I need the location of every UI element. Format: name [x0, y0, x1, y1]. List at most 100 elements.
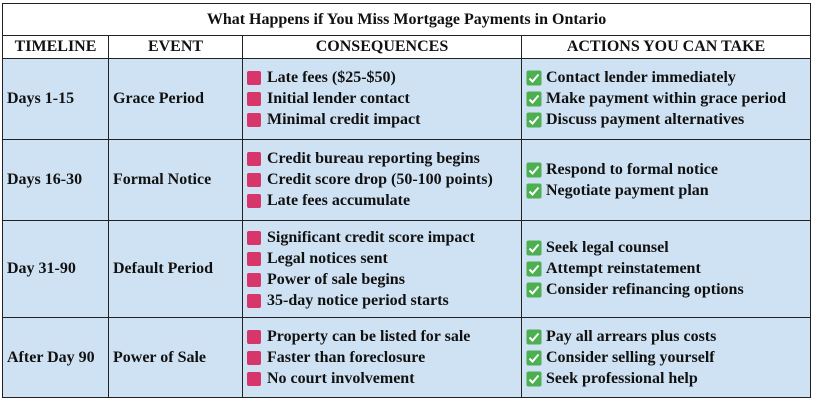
action-item: Pay all arrears plus costs: [526, 326, 806, 347]
consequence-text: No court involvement: [267, 369, 415, 387]
consequence-text: Credit score drop (50-100 points): [267, 171, 493, 188]
action-text: Consider selling yourself: [546, 348, 715, 366]
table-row: Days 16-30 Formal Notice Credit bureau rep…: [2, 139, 812, 221]
warning-icon: [247, 293, 261, 308]
action-text: Seek professional help: [546, 369, 698, 387]
consequence-item: Minimal credit impact: [247, 110, 517, 131]
action-text: Contact lender immediately: [546, 69, 736, 86]
table-row: After Day 90 Power of Sale Property can be…: [2, 317, 812, 398]
check-icon: [526, 261, 542, 277]
consequence-text: Faster than foreclosure: [267, 348, 426, 366]
action-text: Discuss payment alternatives: [546, 111, 745, 128]
warning-icon: [247, 71, 261, 85]
consequence-text: Late fees ($25-$50): [267, 69, 396, 86]
action-item: Discuss payment alternatives: [526, 110, 806, 131]
warning-icon: [247, 92, 261, 106]
action-text: Consider refinancing options: [546, 281, 744, 298]
actions-cell: Respond to formal notice Negotiate paymen…: [520, 139, 812, 221]
action-item: Seek professional help: [526, 368, 806, 389]
consequence-text: Credit bureau reporting begins: [267, 150, 480, 167]
action-text: Make payment within grace period: [546, 90, 786, 107]
check-icon: [526, 112, 542, 128]
warning-icon: [247, 152, 261, 166]
warning-icon: [247, 371, 261, 386]
actions-cell: Contact lender immediately Make payment w…: [520, 58, 812, 140]
check-icon: [526, 183, 542, 198]
event-cell: Grace Period: [108, 58, 243, 140]
check-icon: [526, 350, 542, 365]
warning-icon: [247, 113, 261, 127]
consequence-item: Credit bureau reporting begins: [247, 149, 517, 170]
consequence-item: Initial lender contact: [247, 89, 517, 110]
consequence-item: Faster than foreclosure: [247, 347, 517, 368]
consequence-text: Legal notices sent: [267, 249, 388, 267]
event-cell: Formal Notice: [108, 139, 243, 221]
consequences-cell: Property can be listed for sale Faster th…: [242, 317, 522, 398]
action-text: Attempt reinstatement: [546, 260, 701, 277]
timeline-cell: Days 16-30: [2, 139, 109, 221]
actions-cell: Seek legal counsel Attempt reinstatement C…: [520, 220, 812, 318]
consequence-item: Legal notices sent: [247, 248, 517, 269]
column-header: CONSEQUENCES: [242, 35, 522, 59]
consequence-item: Power of sale begins: [247, 269, 517, 290]
consequence-item: 35-day notice period starts: [247, 290, 517, 311]
event-cell: Power of Sale: [108, 317, 243, 398]
consequence-item: Late fees ($25-$50): [247, 68, 517, 89]
consequence-item: Credit score drop (50-100 points): [247, 170, 517, 191]
consequence-text: Late fees accumulate: [267, 192, 411, 209]
check-icon: [526, 371, 542, 386]
table-row: Days 1-15 Grace Period Late fees ($25-$50)…: [2, 58, 812, 140]
timeline-cell: After Day 90: [2, 317, 109, 398]
action-item: Make payment within grace period: [526, 89, 806, 110]
consequence-text: Significant credit score impact: [267, 228, 475, 246]
consequences-cell: Late fees ($25-$50) Initial lender contac…: [242, 58, 522, 140]
consequence-item: No court involvement: [247, 368, 517, 389]
consequence-text: 35-day notice period starts: [267, 291, 449, 309]
check-icon: [526, 282, 542, 298]
warning-icon: [247, 173, 261, 187]
column-header: EVENT: [108, 35, 243, 59]
warning-icon: [247, 251, 261, 266]
action-item: Contact lender immediately: [526, 68, 806, 89]
column-header: ACTIONS YOU CAN TAKE: [520, 35, 812, 59]
action-text: Pay all arrears plus costs: [546, 327, 717, 345]
warning-icon: [247, 230, 261, 245]
consequence-text: Property can be listed for sale: [267, 327, 471, 345]
table-title: What Happens if You Miss Mortgage Paymen…: [1, 3, 812, 36]
consequence-item: Significant credit score impact: [247, 227, 517, 248]
check-icon: [526, 240, 542, 256]
table-row: Day 31-90 Default Period Significant credi…: [2, 220, 812, 318]
warning-icon: [247, 194, 261, 208]
actions-cell: Pay all arrears plus costs Consider selli…: [520, 317, 812, 398]
check-icon: [526, 329, 542, 344]
consequences-cell: Significant credit score impact Legal not…: [242, 220, 522, 318]
mortgage-table: What Happens if You Miss Mortgage Paymen…: [1, 3, 812, 398]
action-item: Seek legal counsel: [526, 238, 806, 259]
consequence-item: Late fees accumulate: [247, 191, 517, 212]
check-icon: [526, 162, 542, 177]
action-item: Attempt reinstatement: [526, 259, 806, 280]
action-item: Negotiate payment plan: [526, 180, 806, 201]
warning-icon: [247, 329, 261, 344]
event-cell: Default Period: [108, 220, 243, 318]
action-text: Respond to formal notice: [546, 160, 718, 178]
action-text: Seek legal counsel: [546, 239, 669, 256]
consequence-text: Initial lender contact: [267, 90, 410, 107]
column-header: TIMELINE: [2, 35, 109, 59]
check-icon: [526, 91, 542, 107]
consequence-text: Minimal credit impact: [267, 111, 421, 128]
warning-icon: [247, 272, 261, 287]
header-row: TIMELINE EVENT CONSEQUENCES ACTIONS YOU CAN…: [2, 35, 812, 59]
consequences-cell: Credit bureau reporting begins Credit sco…: [242, 139, 522, 221]
action-item: Consider selling yourself: [526, 347, 806, 368]
action-item: Respond to formal notice: [526, 159, 806, 180]
action-text: Negotiate payment plan: [546, 181, 709, 199]
warning-icon: [247, 350, 261, 365]
consequence-item: Property can be listed for sale: [247, 326, 517, 347]
check-icon: [526, 70, 542, 86]
timeline-cell: Day 31-90: [2, 220, 109, 318]
timeline-cell: Days 1-15: [2, 58, 109, 140]
consequence-text: Power of sale begins: [267, 270, 405, 288]
table-body: Days 1-15 Grace Period Late fees ($25-$50)…: [2, 58, 812, 398]
